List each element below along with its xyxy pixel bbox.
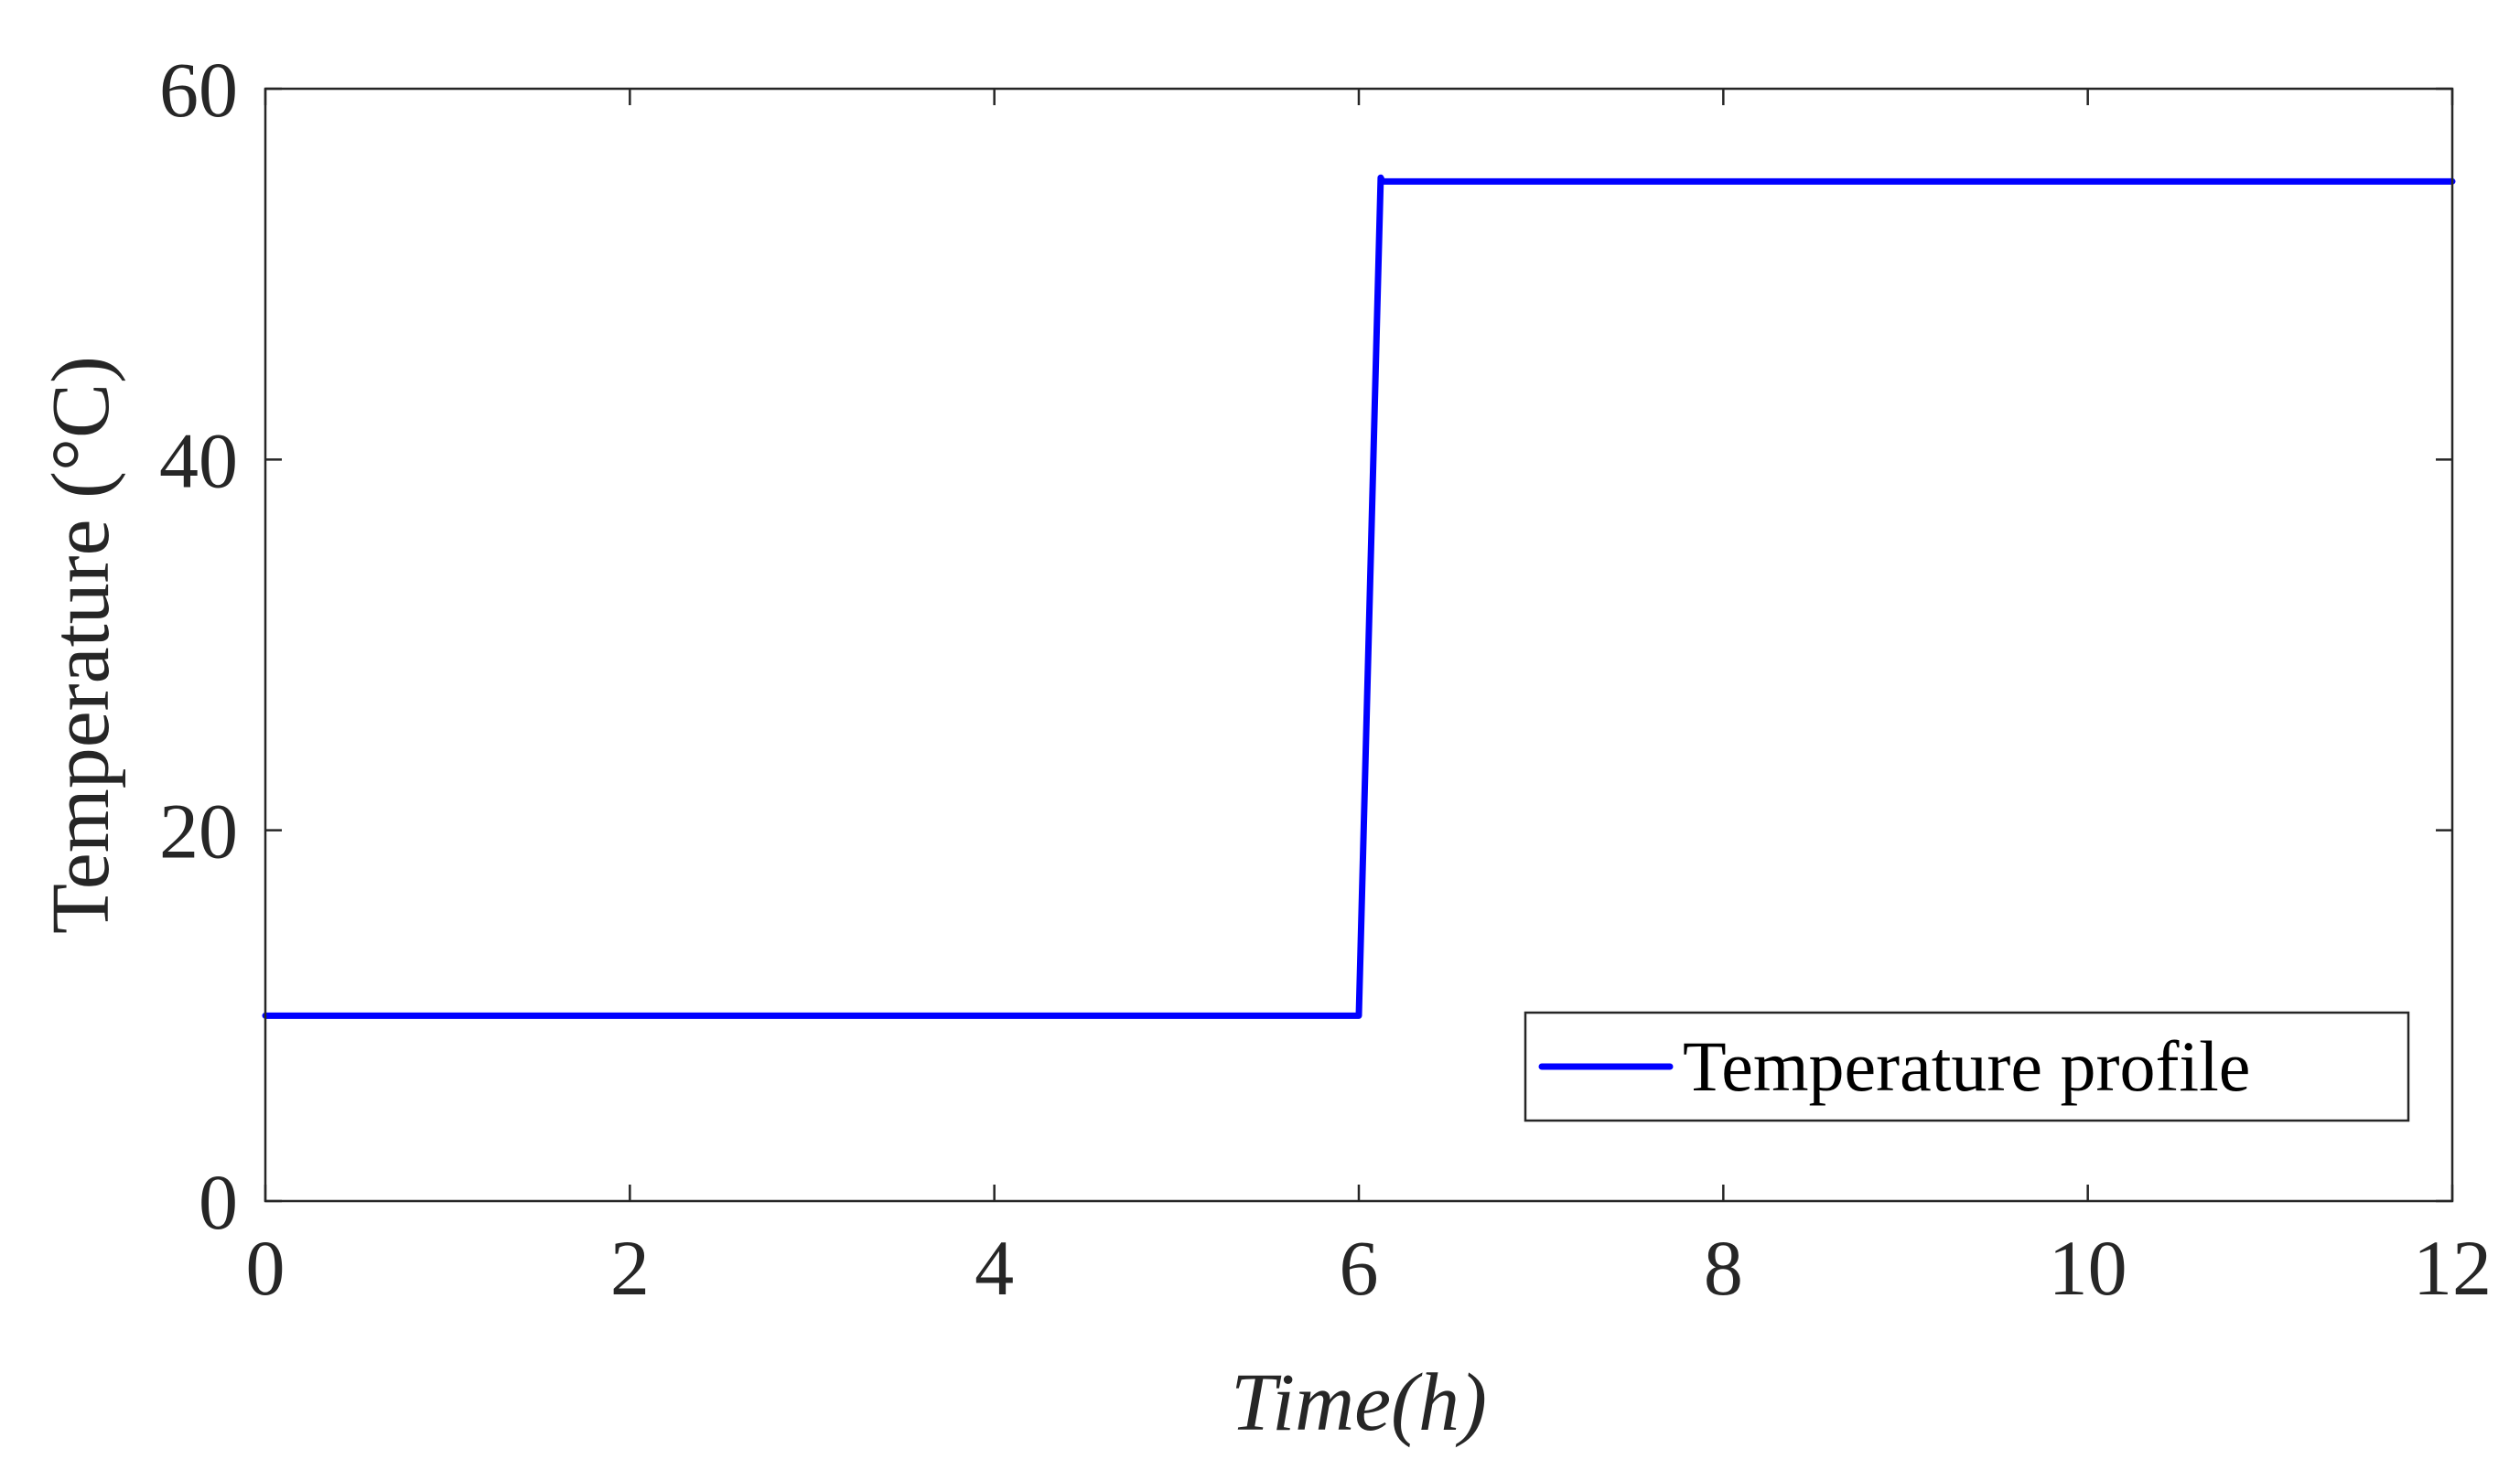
- x-tick-labels: 0 2 4 6 8 10 12: [246, 1224, 2493, 1312]
- series-layer: [262, 174, 2456, 1019]
- y-tick-label: 0: [199, 1158, 238, 1246]
- y-tick-label: 40: [159, 416, 238, 504]
- x-tick-label: 12: [2413, 1224, 2492, 1312]
- x-tick-label: 10: [2049, 1224, 2127, 1312]
- axes-box: [264, 87, 2454, 1203]
- x-tick-label: 8: [1704, 1224, 1743, 1312]
- x-axis-label: Time(h): [1231, 1357, 1487, 1448]
- y-tick-labels: 0 20 40 60: [159, 46, 238, 1246]
- y-axis-label: Temperature (°C): [36, 356, 126, 934]
- legend: Temperature profile: [1524, 1011, 2410, 1122]
- x-tick-label: 0: [246, 1224, 285, 1312]
- y-tick-label: 60: [159, 46, 238, 134]
- plot-area: [262, 87, 2456, 1203]
- series-line-temperature-profile: [262, 174, 2456, 1019]
- legend-label-temperature-profile: Temperature profile: [1683, 1026, 2250, 1106]
- x-tick-label: 4: [975, 1224, 1014, 1312]
- y-tick-label: 20: [159, 788, 238, 875]
- x-tick-label: 6: [1340, 1224, 1379, 1312]
- x-tick-label: 2: [610, 1224, 650, 1312]
